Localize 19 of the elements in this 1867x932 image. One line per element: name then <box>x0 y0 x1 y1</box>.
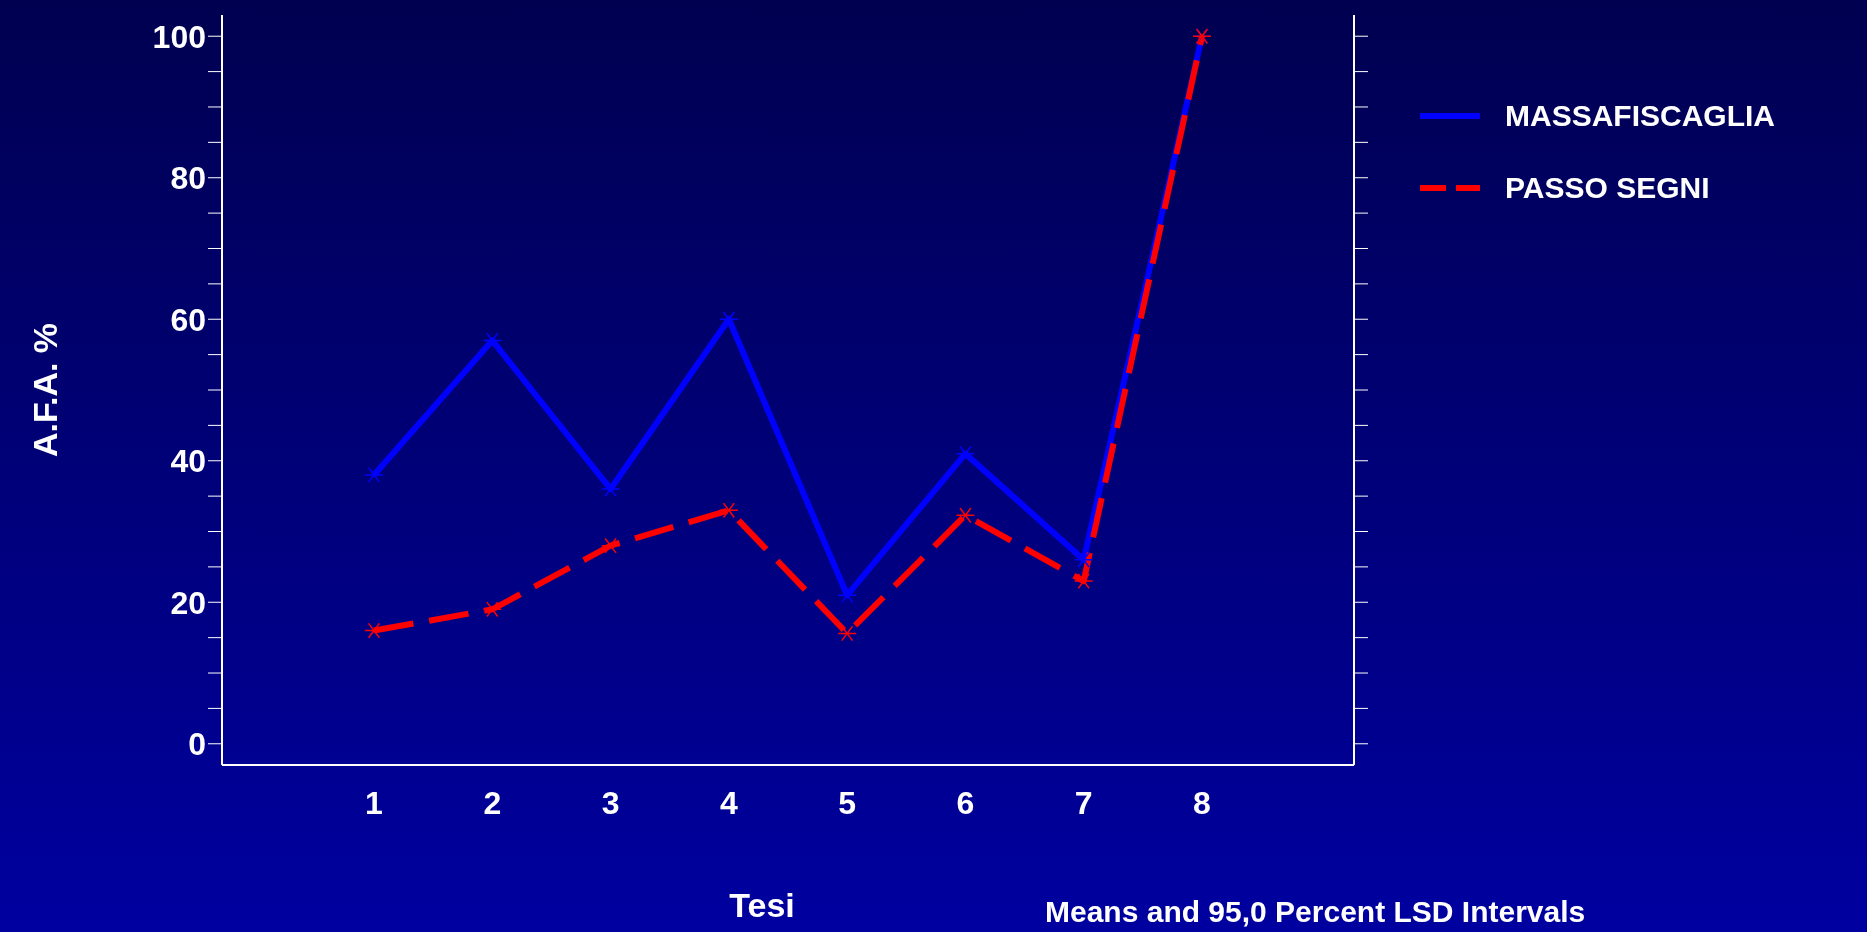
y-tick-label: 20 <box>170 584 206 621</box>
y-tick-label: 100 <box>152 18 206 55</box>
x-axis-title: Tesi <box>729 885 795 925</box>
y-tick-label: 80 <box>170 160 206 197</box>
y-tick-label: 40 <box>170 443 206 480</box>
y-axis-title: A.F.A. % <box>25 322 65 458</box>
x-tick-label: 6 <box>956 784 975 821</box>
x-tick-label: 3 <box>601 784 620 821</box>
legend-label: PASSO SEGNI <box>1505 171 1710 205</box>
y-tick-label: 60 <box>170 301 206 338</box>
x-tick-label: 4 <box>719 784 738 821</box>
x-tick-label: 1 <box>365 784 383 821</box>
x-tick-label: 5 <box>838 784 857 821</box>
legend-label: MASSAFISCAGLIA <box>1505 99 1775 133</box>
text: Means and 95,0 Percent LSD Intervals <box>1045 895 1586 929</box>
x-tick-label: 7 <box>1074 784 1093 821</box>
y-tick-label: 0 <box>188 726 206 763</box>
x-tick-label: 8 <box>1193 784 1211 821</box>
x-tick-label: 2 <box>483 784 502 821</box>
